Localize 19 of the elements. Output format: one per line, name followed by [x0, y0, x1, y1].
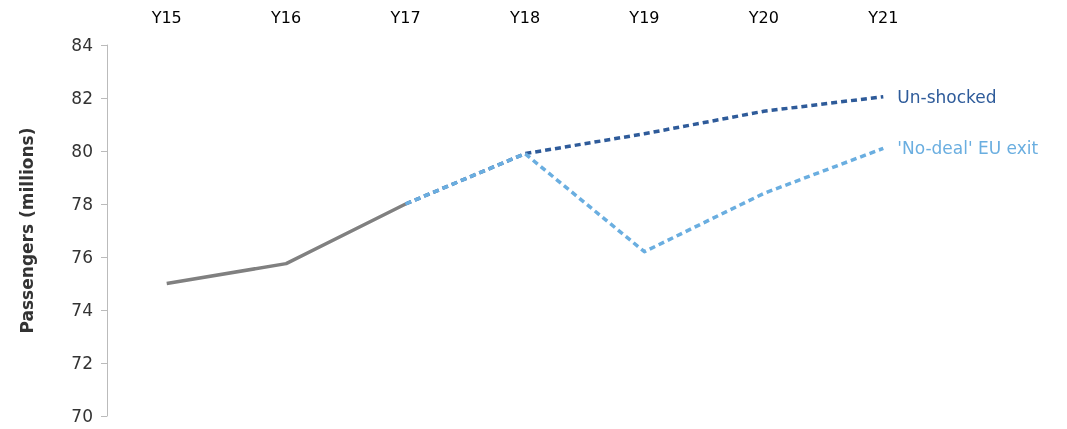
y-axis-title: Passengers (millions) [16, 127, 37, 334]
y-tick-label: 80 [71, 141, 93, 161]
x-tick-label: Y20 [747, 7, 779, 27]
y-tick-label: 76 [71, 247, 93, 267]
x-tick-label: Y21 [867, 7, 899, 27]
y-tick-label: 70 [71, 406, 93, 426]
y-tick-label: 74 [71, 300, 93, 320]
x-tick-label: Y18 [508, 7, 541, 27]
x-tick-label: Y16 [270, 7, 302, 27]
y-tick-label: 72 [71, 353, 93, 373]
line-series [403, 146, 886, 254]
series-label: Un-shocked [897, 86, 997, 107]
y-tick-label: 82 [71, 88, 93, 108]
x-tick-label: Y17 [389, 7, 421, 27]
y-tick-label: 78 [71, 194, 93, 214]
series-label: 'No-deal' EU exit [897, 138, 1039, 159]
x-tick-label: Y19 [628, 7, 660, 27]
x-tick-label: Y15 [150, 7, 182, 27]
y-tick-label: 84 [71, 35, 93, 55]
